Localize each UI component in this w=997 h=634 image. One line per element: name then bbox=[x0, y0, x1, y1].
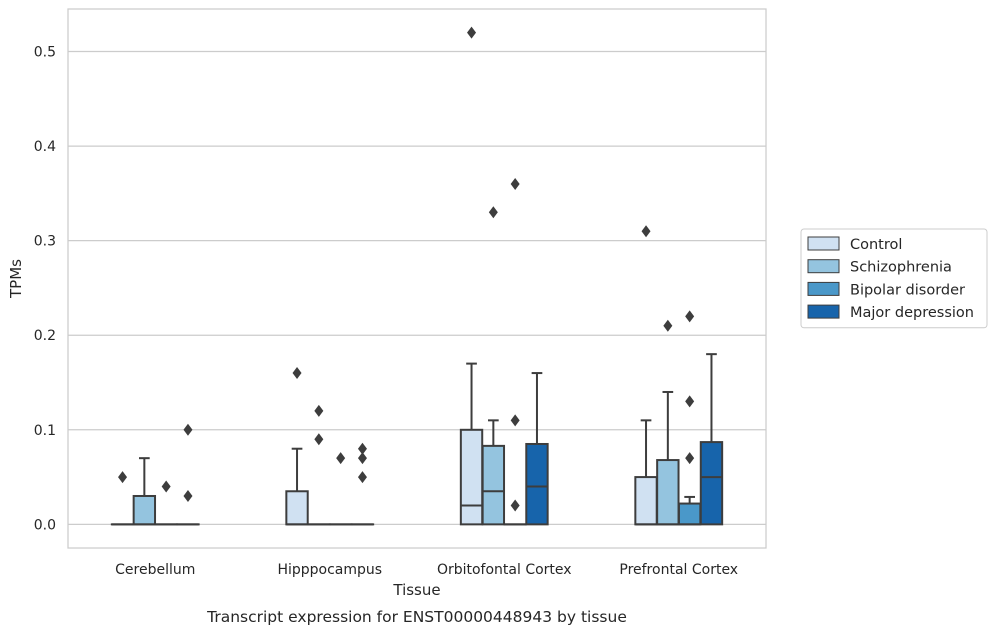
box bbox=[656, 459, 680, 526]
legend-swatch bbox=[807, 236, 840, 251]
legend-label: Control bbox=[850, 237, 902, 253]
y-tick-label: 0.3 bbox=[34, 234, 56, 250]
outlier-point bbox=[118, 471, 128, 484]
x-tick-label: Orbitofontal Cortex bbox=[437, 562, 572, 578]
x-axis-ticks: Cerebellum Hipppocampus Orbitofontal Corte… bbox=[115, 562, 738, 578]
y-axis-ticks: 0.0 0.1 0.2 0.3 0.4 0.5 bbox=[34, 45, 56, 534]
box-plot-schizophrenia bbox=[481, 206, 506, 526]
outlier-point bbox=[314, 404, 324, 417]
box-plot-control bbox=[459, 26, 484, 526]
outlier-point bbox=[685, 452, 695, 465]
box-plot-control bbox=[634, 225, 658, 526]
outlier-point bbox=[336, 452, 346, 465]
chart-caption: Transcript expression for ENST0000044894… bbox=[206, 608, 627, 626]
plot-frame bbox=[67, 8, 767, 549]
box-plots bbox=[110, 26, 724, 526]
outlier-point bbox=[510, 499, 520, 512]
box-plot-control bbox=[285, 367, 309, 526]
outlier-point bbox=[357, 442, 367, 455]
outlier-point bbox=[488, 206, 498, 219]
box bbox=[285, 490, 309, 526]
outlier-point bbox=[357, 452, 367, 465]
legend-label: Schizophrenia bbox=[850, 260, 952, 276]
box bbox=[459, 428, 484, 526]
outlier-point bbox=[510, 177, 520, 190]
legend-label: Major depression bbox=[850, 305, 974, 321]
y-tick-label: 0.4 bbox=[34, 139, 56, 155]
x-tick-label: Cerebellum bbox=[115, 562, 195, 578]
outlier-point bbox=[183, 423, 193, 436]
outlier-point bbox=[663, 319, 673, 332]
y-tick-label: 0.5 bbox=[34, 45, 56, 61]
outlier-point bbox=[685, 310, 695, 323]
outlier-point bbox=[641, 225, 651, 238]
y-tick-label: 0.1 bbox=[34, 423, 56, 439]
box-plot-schizophrenia bbox=[656, 319, 680, 526]
y-axis-title: TPMs bbox=[7, 259, 25, 299]
outlier-point bbox=[292, 367, 302, 380]
box-plot-major-depression bbox=[699, 353, 724, 526]
box-plot-schizophrenia bbox=[307, 404, 331, 526]
outlier-point bbox=[685, 395, 695, 408]
box bbox=[132, 494, 157, 526]
outlier-point bbox=[183, 489, 193, 502]
x-tick-label: Prefrontal Cortex bbox=[619, 562, 738, 578]
box bbox=[699, 441, 724, 526]
outlier-point bbox=[467, 26, 477, 39]
box bbox=[677, 502, 702, 526]
box-plot-major-depression bbox=[176, 423, 200, 526]
legend-label: Bipolar disorder bbox=[850, 282, 965, 298]
x-tick-label: Hipppocampus bbox=[277, 562, 382, 578]
box-plot-schizophrenia bbox=[132, 457, 157, 526]
legend: Control Schizophrenia Bipolar disorder Majo… bbox=[800, 228, 988, 329]
box bbox=[481, 444, 506, 526]
outlier-point bbox=[314, 433, 324, 446]
box-plot-major-depression bbox=[525, 372, 549, 526]
legend-swatch bbox=[807, 259, 840, 274]
legend-swatch bbox=[807, 304, 840, 319]
box bbox=[525, 442, 549, 526]
box-plot-major-depression bbox=[350, 442, 375, 526]
box bbox=[634, 476, 658, 526]
outlier-point bbox=[357, 471, 367, 484]
outlier-point bbox=[510, 414, 520, 427]
outlier-point bbox=[161, 480, 171, 493]
x-axis-title: Tissue bbox=[392, 581, 440, 599]
legend-swatch bbox=[807, 281, 840, 296]
legend-frame bbox=[800, 228, 988, 329]
y-tick-label: 0.0 bbox=[34, 517, 56, 533]
y-tick-label: 0.2 bbox=[34, 328, 56, 344]
